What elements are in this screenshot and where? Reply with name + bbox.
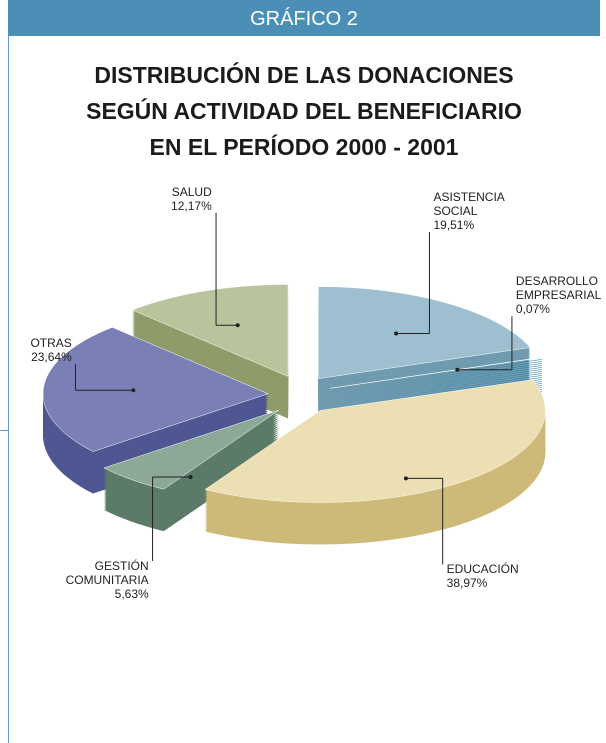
slice-label: ASISTENCIA SOCIAL 19,51%: [433, 190, 504, 232]
value-label: 0,07%: [515, 302, 550, 317]
slice-side: [330, 363, 543, 395]
slice: [318, 286, 531, 379]
slice-side: [330, 367, 543, 399]
category-label: EDUCACIÓN: [446, 562, 519, 577]
value-label: 23,64%: [31, 349, 72, 364]
category-label: GESTIÓN COMUNITARIA: [65, 558, 149, 587]
slice-side: [330, 365, 543, 397]
value-label: 5,63%: [114, 586, 149, 601]
category-label: OTRAS: [30, 335, 72, 350]
slice: [330, 356, 543, 389]
value-label: 38,97%: [446, 576, 488, 591]
leader-dot: [188, 475, 193, 480]
leader-dot: [235, 323, 240, 328]
slice-side: [330, 359, 543, 391]
slice-side: [330, 375, 543, 407]
slice-side: [330, 369, 543, 401]
slice: [131, 284, 289, 377]
leader-dot: [394, 331, 399, 336]
slice-label: DESARROLLO EMPRESARIAL 0,07%: [516, 274, 601, 316]
header: GRÁFICO 2: [8, 0, 600, 36]
slice-side: [330, 371, 543, 403]
category-label: DESARROLLO EMPRESARIAL: [515, 274, 602, 303]
slice: [42, 327, 269, 452]
leader-dot: [131, 388, 136, 393]
slice-label: SALUD 12,17%: [171, 185, 212, 213]
slice-label: GESTIÓN COMUNITARIA 5,63%: [66, 559, 149, 601]
slice-side: [330, 361, 543, 393]
value-label: 19,51%: [433, 218, 475, 233]
slice-label: OTRAS 23,64%: [30, 336, 71, 364]
chart-title: EN EL PERÍODO 2000 - 2001: [149, 134, 459, 160]
chart-title: SEGÚN ACTIVIDAD DEL BENEFICIARIO: [86, 98, 522, 124]
category-label: SALUD: [171, 184, 212, 199]
pie: [42, 284, 546, 545]
slice-side: [330, 377, 543, 409]
chart-title: DISTRIBUCIÓN DE LAS DONACIONES: [94, 62, 514, 88]
leader-dot: [455, 367, 460, 372]
value-label: 12,17%: [171, 198, 212, 213]
slice-side: [330, 373, 543, 405]
leader-dot: [403, 476, 408, 481]
slice: [204, 379, 546, 503]
slice-label: EDUCACIÓN 38,97%: [447, 562, 519, 590]
category-label: ASISTENCIA SOCIAL: [433, 190, 505, 219]
slice: [103, 409, 280, 490]
